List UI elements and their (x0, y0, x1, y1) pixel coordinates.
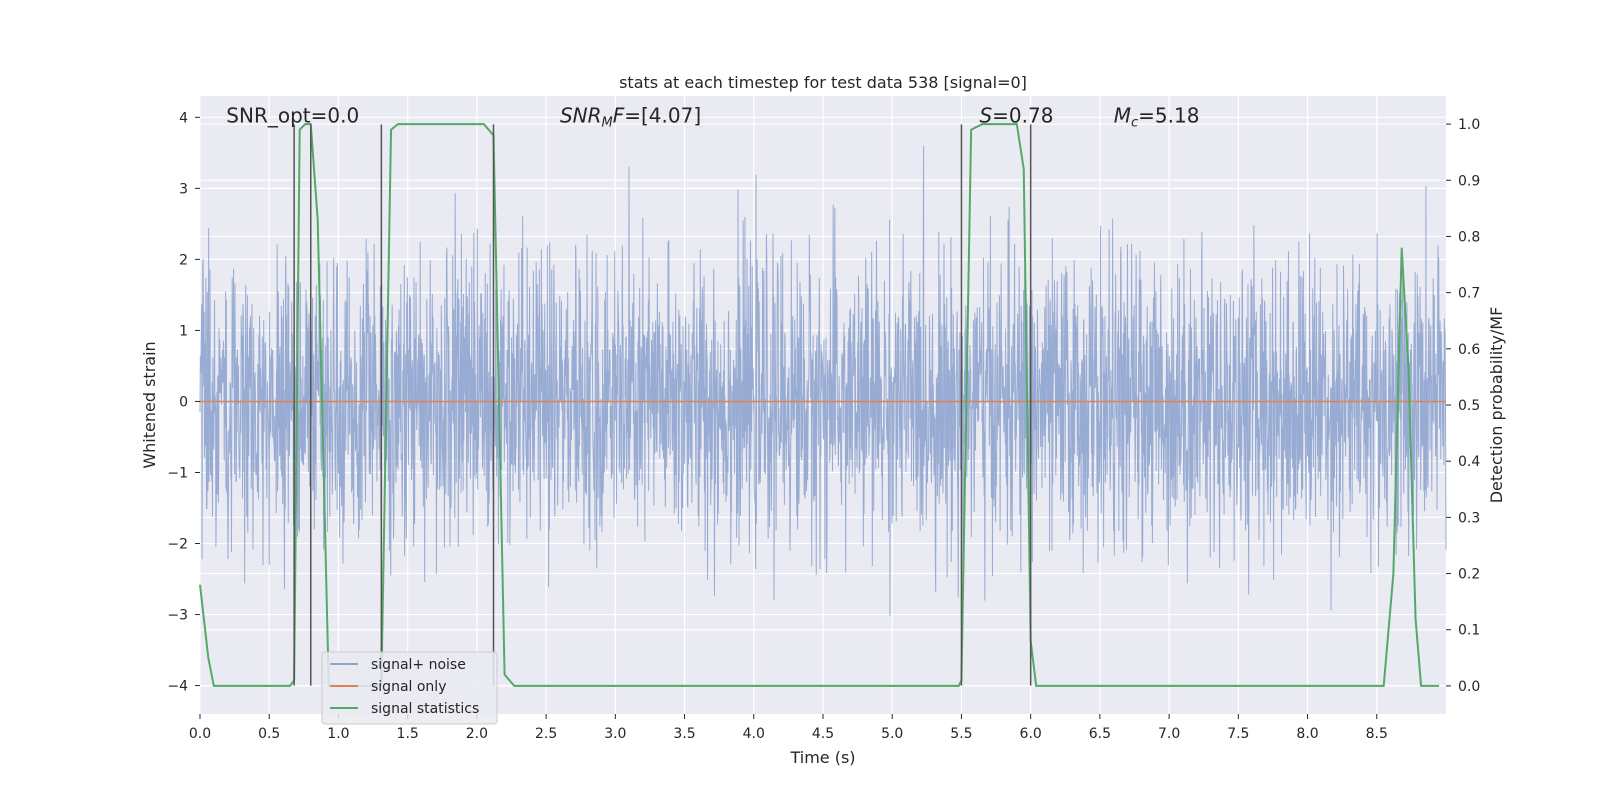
legend-label-signal-only: signal only (371, 679, 446, 695)
x-tick-label: 6.5 (1089, 726, 1111, 742)
y-tick-label-right: 0.5 (1458, 398, 1480, 414)
signal-statistics-line (199, 123, 1440, 687)
y-tick-label-right: 0.6 (1458, 342, 1480, 358)
y-tick-label-right: 0.3 (1458, 510, 1480, 526)
x-tick-label: 6.0 (1020, 726, 1042, 742)
x-tick-label: 5.0 (881, 726, 903, 742)
x-axis-label: Time (s) (789, 748, 855, 767)
y-tick-label-right: 0.7 (1458, 286, 1480, 302)
y-tick-label-left: −4 (167, 679, 188, 695)
y-tick-label-right: 0.4 (1458, 454, 1480, 470)
noise-series (199, 145, 1447, 617)
y-tick-label-left: −2 (167, 537, 188, 553)
y-tick-label-left: 3 (179, 181, 188, 197)
x-tick-label: 0.5 (258, 726, 280, 742)
annotation-mc: Mc=5.18 (1114, 103, 1200, 130)
y-tick-label-right: 1.0 (1458, 117, 1480, 133)
x-tick-label: 4.5 (812, 726, 834, 742)
y-tick-label-right: 0.2 (1458, 567, 1480, 583)
noise-line (199, 145, 1447, 617)
legend-label-signal-statistics: signal statistics (371, 701, 479, 717)
x-tick-label: 3.0 (604, 726, 626, 742)
x-tick-label: 7.0 (1158, 726, 1180, 742)
annotations: SNR_opt=0.0 SNRMF=[4.07] S=0.78 Mc=5.18 (226, 103, 1199, 130)
x-tick-label: 1.5 (397, 726, 419, 742)
y-tick-label-left: −3 (167, 608, 188, 624)
x-tick-label: 2.5 (535, 726, 557, 742)
y-axis-label-left: Whitened strain (140, 341, 159, 468)
legend: signal+ noise signal only signal statist… (321, 651, 498, 725)
x-tick-label: 3.5 (673, 726, 695, 742)
x-tick-label: 4.0 (743, 726, 765, 742)
signal-statistics-series (199, 123, 1440, 687)
chart-title: stats at each timestep for test data 538… (619, 73, 1027, 92)
x-tick-label: 5.5 (950, 726, 972, 742)
y-tick-label-left: 2 (179, 252, 188, 268)
y-tick-label-right: 0.1 (1458, 623, 1480, 639)
annotation-snr-mf: SNRMF=[4.07] (560, 103, 701, 130)
y-tick-label-left: 0 (179, 394, 188, 410)
x-tick-label: 0.0 (189, 726, 211, 742)
y-tick-label-right: 0.8 (1458, 229, 1480, 245)
y-tick-label-right: 0.9 (1458, 173, 1480, 189)
y-tick-label-left: 4 (179, 110, 188, 126)
x-tick-label: 7.5 (1227, 726, 1249, 742)
x-tick-label: 1.0 (327, 726, 349, 742)
x-tick-label: 8.5 (1366, 726, 1388, 742)
annotation-snr-opt: SNR_opt=0.0 (226, 103, 359, 127)
y-tick-label-right: 0.0 (1458, 679, 1480, 695)
legend-box (321, 651, 498, 725)
legend-label-signal-noise: signal+ noise (371, 657, 466, 673)
event-markers (293, 124, 1032, 686)
annotation-s: S=0.78 (979, 103, 1053, 127)
y-tick-label-left: −1 (167, 465, 188, 481)
x-tick-label: 8.0 (1296, 726, 1318, 742)
axis-ticks: 0.0 0.5 1.0 1.5 2.0 2.5 3.0 3.5 4.0 4.5 5.0 5.5 6.0 6… (167, 110, 1480, 742)
y-tick-label-left: 1 (179, 323, 188, 339)
x-tick-label: 2.0 (466, 726, 488, 742)
y-axis-label-right: Detection probability/MF (1487, 307, 1506, 504)
